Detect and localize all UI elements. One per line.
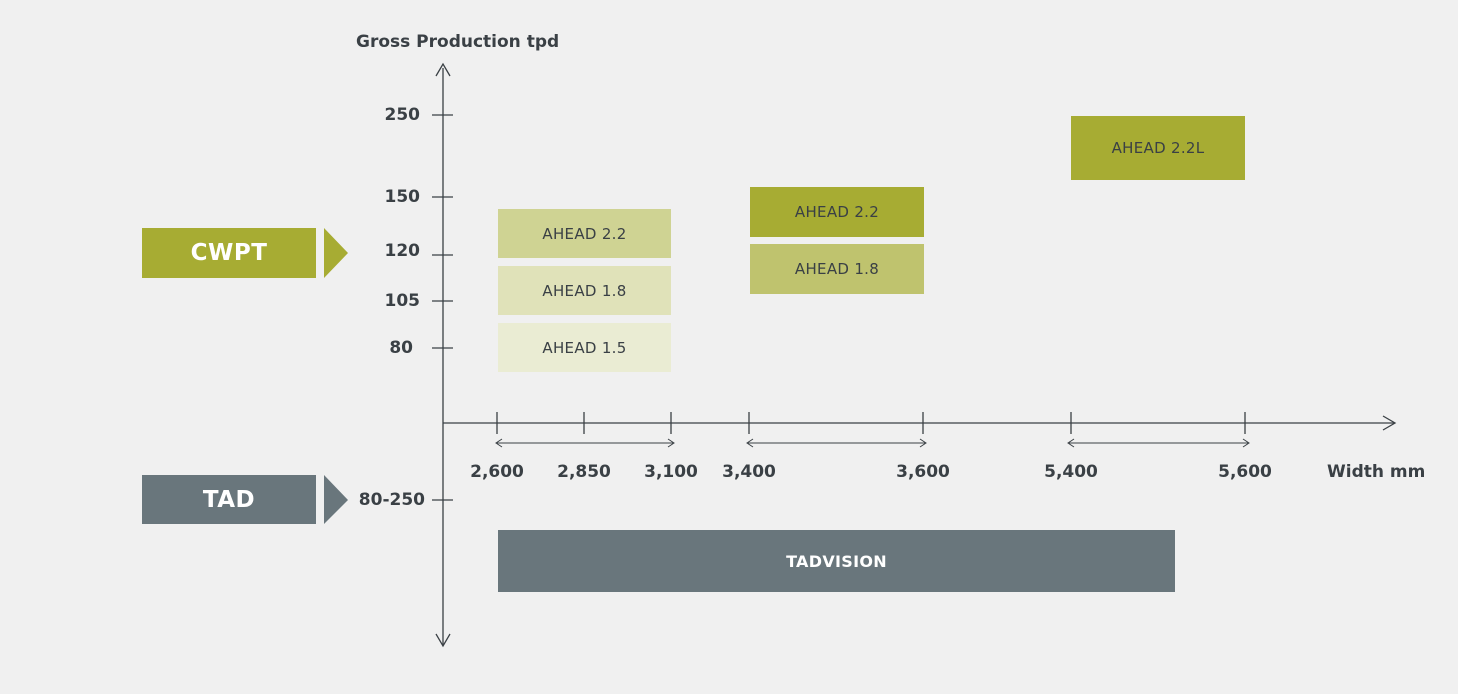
- y-tick-label-80: 80: [389, 338, 413, 358]
- x-tick-label-3600: 3,600: [896, 462, 950, 482]
- x-tick-label-2600: 2,600: [470, 462, 524, 482]
- box-ahead-1-8-narrow: AHEAD 1.8: [498, 266, 671, 315]
- box-ahead-2-2l: AHEAD 2.2L: [1071, 116, 1245, 180]
- range-arrow-5400-5600: [1067, 438, 1250, 448]
- y-tick-label-tad: 80-250: [358, 490, 425, 510]
- y-tick-label-150: 150: [384, 187, 421, 207]
- y-axis-title: Gross Production tpd: [356, 32, 560, 52]
- y-axis-arrow-up: [435, 62, 451, 77]
- range-arrow-3400-3600: [746, 438, 927, 448]
- x-tick-label-5400: 5,400: [1044, 462, 1098, 482]
- x-axis-title: Width mm: [1327, 462, 1426, 482]
- box-ahead-1-8-mid: AHEAD 1.8: [750, 244, 924, 294]
- x-tick-label-5600: 5,600: [1218, 462, 1272, 482]
- box-ahead-2-2-mid: AHEAD 2.2: [750, 187, 924, 237]
- box-tadvision: TADVISION: [498, 530, 1175, 592]
- tad-chevron: [324, 475, 348, 524]
- box-ahead-1-5-narrow: AHEAD 1.5: [498, 323, 671, 372]
- range-arrow-2600-3100: [495, 438, 675, 448]
- x-tick-label-2850: 2,850: [557, 462, 611, 482]
- x-tick-label-3400: 3,400: [722, 462, 776, 482]
- box-ahead-2-2-narrow: AHEAD 2.2: [498, 209, 671, 258]
- y-tick-label-105: 105: [384, 291, 421, 311]
- y-tick-label-120: 120: [384, 241, 421, 261]
- y-axis-arrow-down: [435, 633, 451, 648]
- x-axis-arrow: [1382, 415, 1397, 431]
- y-tick-label-250: 250: [384, 105, 421, 125]
- category-tad: TAD: [142, 475, 316, 524]
- category-cwpt: CWPT: [142, 228, 316, 278]
- x-tick-label-3100: 3,100: [644, 462, 698, 482]
- cwpt-chevron: [324, 228, 348, 278]
